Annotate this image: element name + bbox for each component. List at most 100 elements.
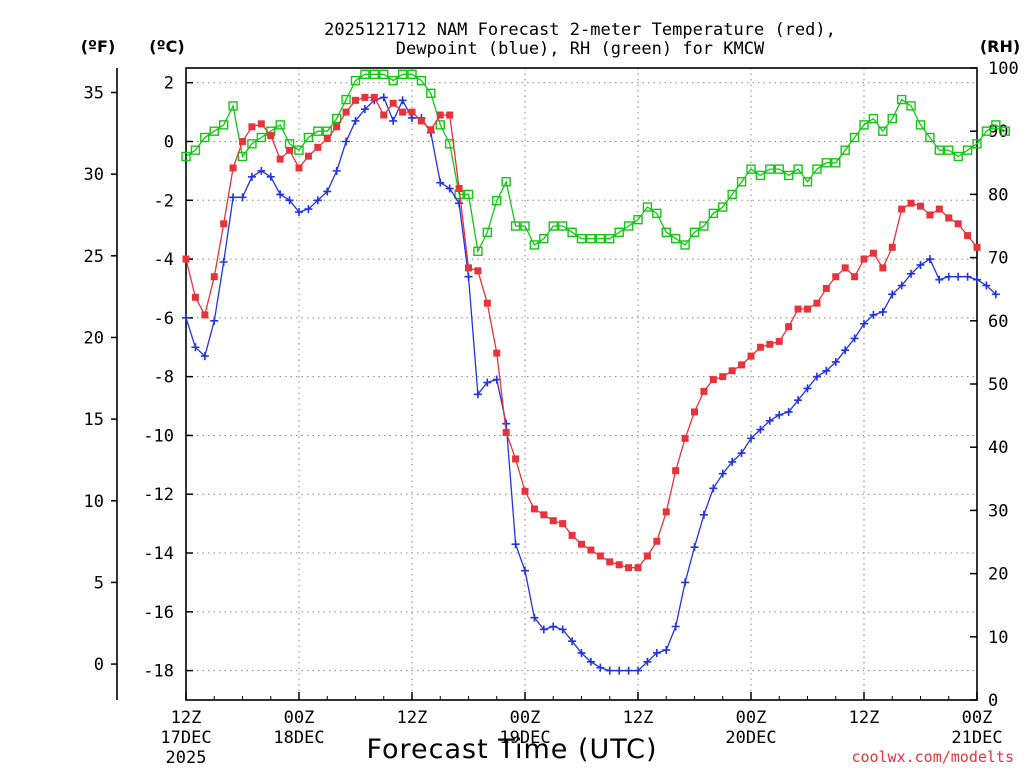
temperature-point: [229, 164, 237, 172]
chart-gridlines: [186, 68, 977, 700]
temperature-point: [399, 108, 407, 116]
temperature-point: [766, 340, 774, 348]
temperature-point: [756, 343, 764, 351]
data-series: [181, 69, 1010, 675]
celsius-tick-label: -12: [143, 485, 174, 505]
temperature-point: [361, 93, 369, 101]
celsius-tick-label: -14: [143, 544, 174, 564]
rh-point: [887, 113, 897, 124]
rh-point: [614, 227, 624, 238]
dewpoint-point: [445, 184, 454, 193]
x-tick-label-time: 00Z: [962, 708, 993, 728]
dewpoint-point: [238, 193, 247, 202]
rh-point: [510, 221, 521, 231]
rh-point: [755, 170, 766, 181]
dewpoint-point: [897, 281, 906, 290]
dewpoint-point: [247, 172, 256, 181]
dewpoint-point: [360, 105, 369, 114]
temperature-point: [220, 220, 228, 228]
dewpoint-point: [643, 657, 652, 666]
dewpoint-point: [756, 425, 765, 434]
rh-point: [567, 227, 577, 238]
temperature-point: [286, 146, 294, 154]
temperature-point: [794, 305, 802, 313]
dewpoint-point: [473, 390, 482, 399]
rh-point: [313, 126, 323, 136]
dewpoint-point: [925, 255, 934, 264]
rh-point: [473, 246, 483, 256]
dewpoint-point: [549, 622, 558, 631]
temperature-point: [210, 273, 218, 281]
celsius-tick-label: -18: [143, 662, 174, 682]
dewpoint-point: [219, 258, 228, 267]
dewpoint-point: [615, 666, 624, 675]
series-dewpoint: [182, 93, 1000, 675]
rh-point: [718, 202, 728, 212]
rh-point: [397, 69, 408, 80]
rh-tick-label: 60: [988, 312, 1008, 332]
rh-point: [218, 120, 229, 130]
x-tick-label-time: 12Z: [171, 708, 202, 728]
temperature-point: [785, 323, 793, 331]
dewpoint-point: [737, 449, 746, 458]
rh-point: [1000, 126, 1010, 136]
temperature-point: [653, 537, 661, 545]
rh-point: [793, 164, 803, 174]
rh-point: [652, 208, 662, 219]
rh-point: [689, 227, 700, 238]
tick-labels: -18-16-14-12-10-8-6-4-202051015202530350…: [84, 59, 1019, 768]
dewpoint-point: [502, 419, 511, 428]
dewpoint-point: [916, 260, 925, 269]
temperature-point: [304, 152, 312, 160]
temperature-point: [474, 267, 482, 275]
rh-point: [991, 120, 1001, 130]
celsius-tick-label: -6: [154, 309, 174, 329]
temperature-point: [954, 220, 962, 228]
dewpoint-point: [530, 613, 539, 622]
dewpoint-point: [775, 410, 784, 419]
temperature-point: [559, 520, 567, 528]
celsius-tick-label: -8: [154, 368, 174, 388]
rh-tick-label: 40: [988, 438, 1008, 458]
chart-title-line1: 2025121712 NAM Forecast 2-meter Temperat…: [324, 20, 836, 40]
rh-point: [878, 126, 888, 136]
temperature-point: [276, 155, 284, 163]
x-tick-label-time: 12Z: [623, 708, 654, 728]
rh-point: [699, 221, 709, 231]
temperature-point: [182, 255, 190, 263]
dewpoint-point: [888, 290, 897, 299]
rh-point: [350, 75, 361, 86]
dewpoint-point: [709, 484, 718, 493]
rh-point: [953, 151, 963, 162]
fahrenheit-tick-label: 25: [84, 247, 104, 267]
temperature-point: [672, 467, 680, 475]
rh-tick-label: 50: [988, 375, 1008, 395]
temperature-point: [239, 137, 246, 145]
dewpoint-point: [954, 272, 963, 281]
rh-point: [209, 126, 219, 136]
temperature-point: [907, 199, 915, 207]
temperature-point: [832, 273, 840, 281]
rh-point: [388, 75, 398, 86]
rh-point: [548, 221, 558, 231]
temperature-point: [973, 243, 981, 251]
rh-point: [331, 113, 342, 124]
dewpoint-point: [295, 208, 303, 217]
fahrenheit-tick-label: 35: [84, 83, 104, 103]
dewpoint-point: [577, 648, 586, 657]
temperature-point: [596, 552, 604, 560]
dewpoint-point: [379, 93, 388, 102]
rh-unit-label: (RH): [980, 37, 1020, 56]
rh-point: [642, 202, 653, 212]
chart-axes: [111, 67, 978, 701]
rh-tick-label: 20: [988, 565, 1008, 585]
x-tick-label-date: 17DEC: [160, 728, 211, 748]
temperature-point: [502, 429, 510, 437]
temperature-point: [323, 135, 331, 143]
temperature-point: [248, 123, 256, 131]
rh-point: [972, 139, 982, 149]
rh-point: [520, 221, 530, 231]
temperature-point: [841, 264, 849, 272]
rh-point: [294, 145, 304, 155]
